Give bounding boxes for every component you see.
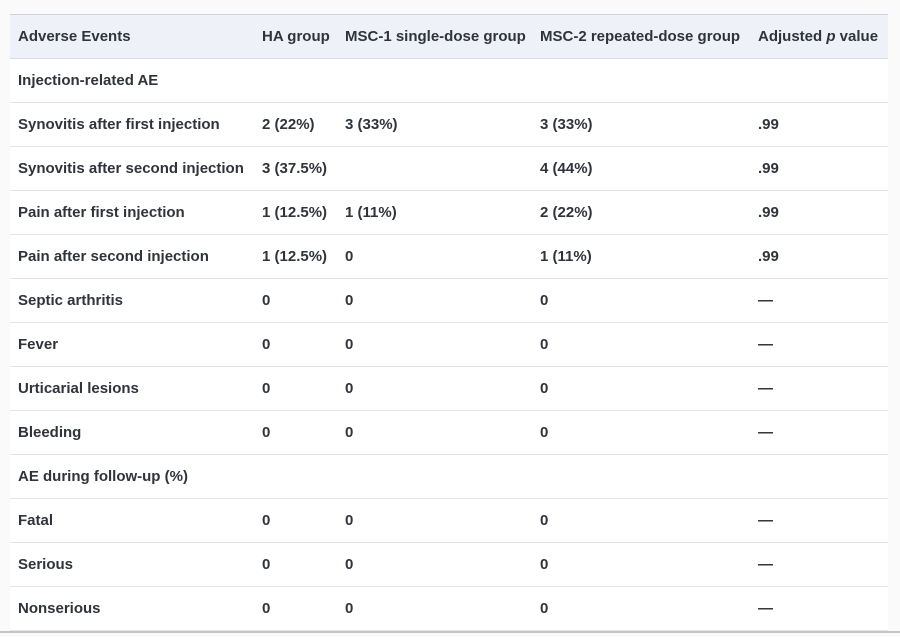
ha-group-value: 0 [262,335,271,353]
ha-group-value: 1 (12.5%) [262,247,328,265]
msc2-value: 3 (33%) [540,115,593,133]
row-label: Urticarial lesions [18,379,139,397]
adjusted-p-value: — [758,335,773,353]
ha-group-value: 0 [262,291,271,309]
section-row: Injection-related AE [10,59,888,103]
column-header-ha-group: HA group [262,27,330,45]
adjusted-p-value: — [758,511,773,529]
row-label: Synovitis after second injection [18,159,244,177]
table-row: Bleeding 0 0 0 — [10,411,888,455]
msc2-value: 0 [540,291,549,309]
column-header-msc1-group: MSC-1 single-dose group [345,27,526,45]
table-row: Urticarial lesions 0 0 0 — [10,367,888,411]
adjusted-p-value: — [758,599,773,617]
adverse-events-table: Adverse Events HA group MSC-1 single-dos… [10,14,888,631]
table-row: Synovitis after second injection 3 (37.5%… [10,147,888,191]
ha-group-value: 0 [262,423,271,441]
adjusted-p-value: .99 [758,159,779,177]
msc1-value: 0 [345,555,354,573]
msc1-value: 0 [345,247,354,265]
row-label: Nonserious [18,599,101,617]
table-row: Fatal 0 0 0 — [10,499,888,543]
msc2-value: 0 [540,379,549,397]
adjusted-p-pre: Adjusted [758,27,827,45]
table-row: Fever 0 0 0 — [10,323,888,367]
msc1-value: 3 (33%) [345,115,398,133]
column-header-msc2-group: MSC-2 repeated-dose group [540,27,741,45]
row-label: Septic arthritis [18,291,124,309]
ha-group-value: 0 [262,599,271,617]
table-header-row: Adverse Events HA group MSC-1 single-dos… [10,15,888,59]
msc1-value: 0 [345,291,354,309]
section-row: AE during follow-up (%) [10,455,888,499]
adjusted-p-value: .99 [758,247,779,265]
ha-group-value: 1 (12.5%) [262,203,328,221]
row-label: Pain after first injection [18,203,185,221]
table-row: Pain after first injection 1 (12.5%) 1 (11… [10,191,888,235]
ha-group-value: 3 (37.5%) [262,159,328,177]
msc2-value: 2 (22%) [540,203,593,221]
msc2-value: 4 (44%) [540,159,593,177]
row-label: Synovitis after first injection [18,115,220,133]
section-label: Injection-related AE [18,71,159,89]
adjusted-p-value: — [758,379,773,397]
msc1-value: 0 [345,511,354,529]
adjusted-p-value: — [758,423,773,441]
msc2-value: 0 [540,335,549,353]
msc1-value: 0 [345,423,354,441]
msc2-value: 0 [540,423,549,441]
table-row: Septic arthritis 0 0 0 — [10,279,888,323]
section-label: AE during follow-up (%) [18,467,188,485]
column-header-adjusted-p-value: Adjusted p value [758,28,888,46]
ha-group-value: 2 (22%) [262,115,315,133]
table-row: Pain after second injection 1 (12.5%) 0 1 (… [10,235,888,279]
table-body: Injection-related AE Synovitis after firs… [10,59,888,631]
msc1-value: 1 (11%) [345,203,397,221]
row-label: Bleeding [18,423,82,441]
ha-group-value: 0 [262,555,271,573]
row-label: Pain after second injection [18,247,209,265]
msc2-value: 0 [540,555,549,573]
row-label: Serious [18,555,74,573]
row-label: Fatal [18,511,54,529]
adjusted-p-italic: p [826,27,836,45]
msc1-value: 0 [345,335,354,353]
msc2-value: 0 [540,511,549,529]
table-row: Serious 0 0 0 — [10,543,888,587]
ha-group-value: 0 [262,511,271,529]
table-bottom-rule [0,631,900,633]
adjusted-p-value: — [758,555,773,573]
adjusted-p-value: .99 [758,115,779,133]
msc1-value: 0 [345,599,354,617]
ha-group-value: 0 [262,379,271,397]
adjusted-p-post: value [835,27,879,45]
msc1-value: 0 [345,379,354,397]
column-header-adverse-events: Adverse Events [18,27,131,45]
msc2-value: 1 (11%) [540,247,592,265]
table-row: Synovitis after first injection 2 (22%) 3 … [10,103,888,147]
row-label: Fever [18,335,59,353]
table-row: Nonserious 0 0 0 — [10,587,888,631]
msc2-value: 0 [540,599,549,617]
adjusted-p-value: .99 [758,203,779,221]
adjusted-p-value: — [758,291,773,309]
